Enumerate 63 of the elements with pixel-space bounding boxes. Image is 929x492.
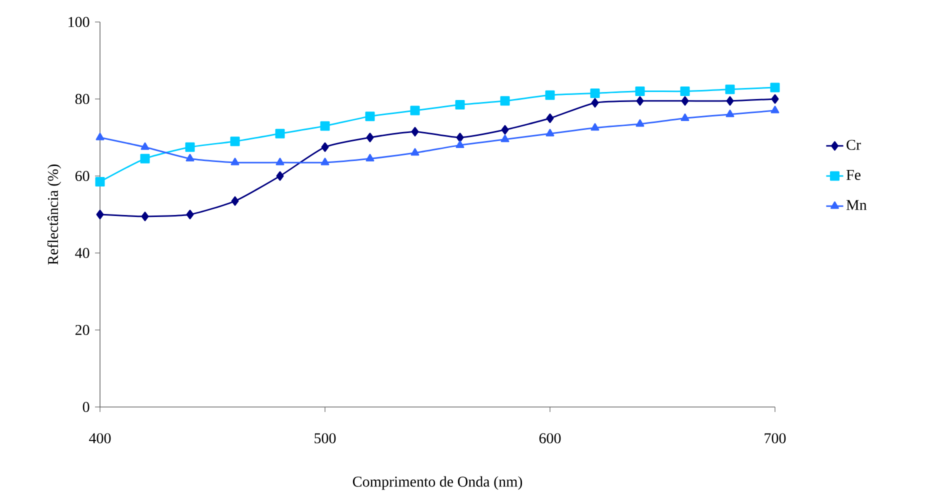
point — [185, 142, 195, 152]
point — [96, 210, 104, 220]
point — [231, 196, 239, 206]
x-tick-label: 700 — [764, 433, 786, 444]
point — [276, 158, 284, 166]
y-tick-label: 60 — [75, 170, 90, 182]
point — [96, 132, 104, 140]
point — [321, 142, 329, 152]
point — [186, 210, 194, 220]
point — [546, 128, 554, 136]
point — [456, 132, 464, 142]
point — [500, 134, 510, 142]
point — [770, 82, 780, 92]
point — [366, 132, 374, 142]
y-tick-label: 100 — [68, 16, 90, 28]
point — [276, 171, 284, 181]
legend-label: Fe — [846, 170, 860, 180]
point — [545, 90, 555, 100]
x-tick-label: 500 — [314, 433, 336, 444]
point — [186, 154, 194, 162]
y-tick-label: 20 — [75, 324, 90, 336]
point — [725, 84, 735, 94]
point — [726, 110, 734, 118]
point — [636, 96, 644, 106]
y-tick-label: 80 — [75, 94, 90, 104]
point — [636, 119, 644, 127]
point — [141, 212, 149, 222]
x-axis-title: Comprimento de Onda (nm) — [352, 476, 522, 490]
point — [501, 125, 509, 135]
point — [591, 98, 599, 108]
point — [455, 100, 465, 110]
legend-label: Cr — [846, 140, 861, 150]
point — [320, 158, 330, 166]
point — [726, 96, 734, 106]
point — [680, 113, 690, 121]
point — [771, 94, 779, 104]
point — [500, 96, 510, 106]
point — [770, 106, 780, 114]
point — [546, 113, 554, 123]
point — [320, 121, 330, 131]
y-tick-label: 0 — [82, 402, 90, 412]
y-tick-label: 40 — [75, 248, 90, 258]
legend-label: Mn — [846, 200, 867, 210]
point — [680, 86, 690, 96]
point — [140, 154, 150, 164]
point — [230, 136, 240, 146]
x-tick-label: 400 — [89, 433, 111, 444]
point — [95, 177, 105, 187]
point — [275, 128, 285, 138]
y-axis-title: Reflectância (%) — [47, 164, 62, 265]
point — [365, 112, 375, 122]
point — [366, 154, 374, 162]
point — [411, 126, 419, 136]
x-tick-label: 600 — [539, 433, 561, 444]
point — [681, 96, 689, 106]
point — [635, 86, 645, 96]
point — [456, 140, 464, 148]
point — [410, 148, 420, 156]
point — [140, 142, 150, 150]
point — [590, 123, 600, 131]
point — [230, 158, 240, 166]
point — [590, 88, 600, 98]
point — [410, 106, 420, 116]
